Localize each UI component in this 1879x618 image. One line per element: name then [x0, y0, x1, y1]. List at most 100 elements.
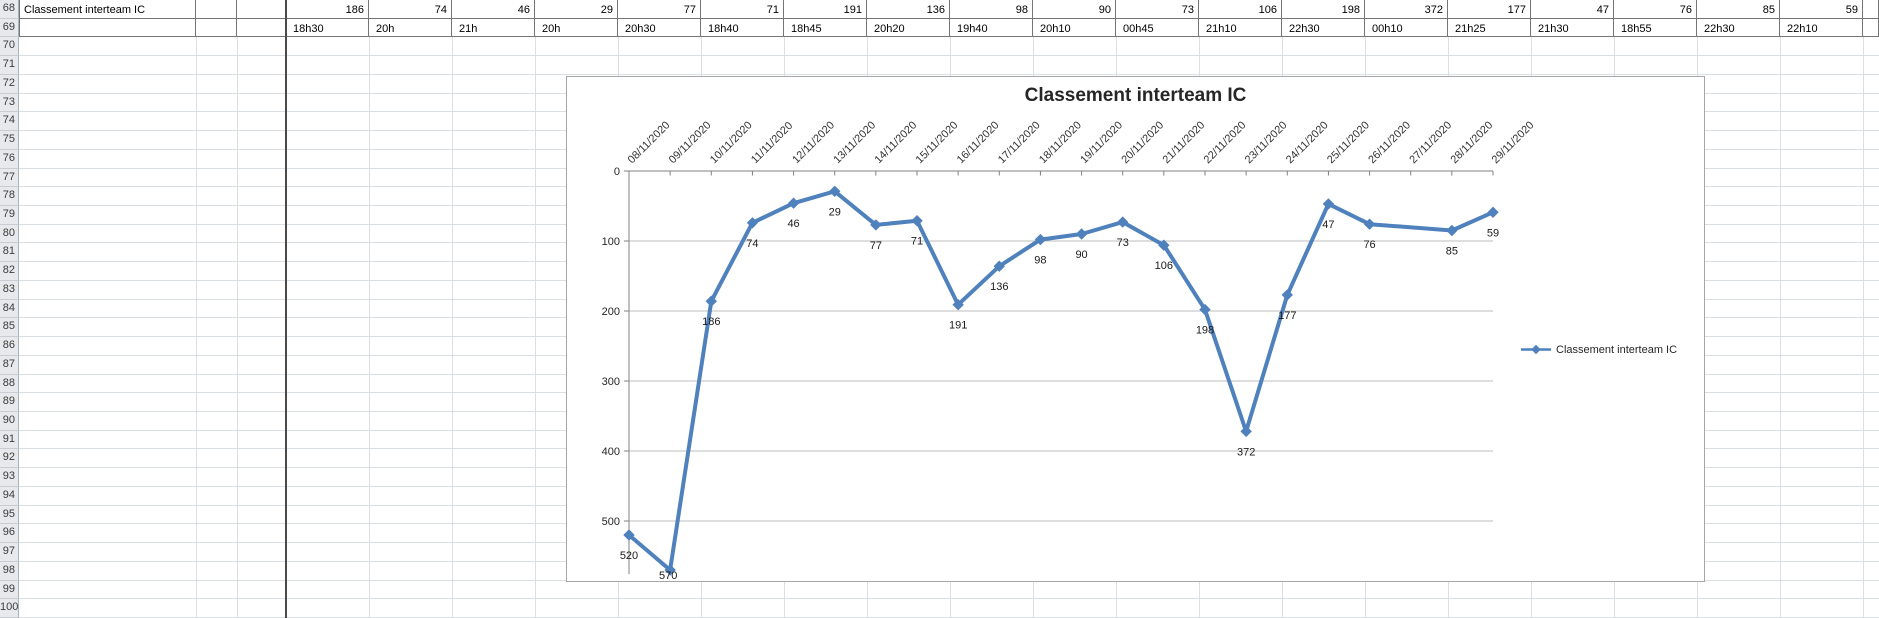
- sheet-cell[interactable]: 77: [618, 0, 701, 19]
- row-header-96[interactable]: 96: [0, 524, 19, 544]
- gridline: [1863, 0, 1864, 618]
- sheet-cell[interactable]: 136: [867, 0, 950, 19]
- sheet-cell[interactable]: 22h10: [1780, 18, 1863, 38]
- sheet-cell[interactable]: 177: [1448, 0, 1531, 19]
- sheet-cell[interactable]: [237, 0, 286, 19]
- row-header-92[interactable]: 92: [0, 449, 19, 469]
- sheet-cell[interactable]: [196, 18, 237, 38]
- chart-object[interactable]: Classement interteam IC 0 100 200 300 400 500…: [566, 76, 1705, 582]
- sheet-cell[interactable]: 29: [535, 0, 618, 19]
- row-header-84[interactable]: 84: [0, 299, 19, 319]
- x-tick-label: 12/11/2020: [790, 119, 837, 166]
- sheet-cell[interactable]: 191: [784, 0, 867, 19]
- sheet-cell[interactable]: 46: [452, 0, 535, 19]
- sheet-cell[interactable]: 19h40: [950, 18, 1033, 38]
- sheet-cell[interactable]: 20h30: [618, 18, 701, 38]
- sheet-cell[interactable]: [19, 18, 196, 38]
- row-header-83[interactable]: 83: [0, 280, 19, 300]
- row-header-78[interactable]: 78: [0, 187, 19, 206]
- sheet-cell[interactable]: 90: [1033, 0, 1116, 19]
- diamond-marker: [829, 185, 841, 198]
- sheet-cell[interactable]: 21h30: [1531, 18, 1614, 38]
- row-header-82[interactable]: 82: [0, 262, 19, 281]
- row-header-93[interactable]: 93: [0, 468, 19, 487]
- row-header-88[interactable]: 88: [0, 374, 19, 394]
- y-tick-label: 400: [602, 446, 620, 458]
- row-header-70[interactable]: 70: [0, 37, 19, 57]
- diamond-marker: [1117, 216, 1129, 228]
- x-tick-label: 19/11/2020: [1078, 119, 1125, 166]
- sheet-cell[interactable]: 372: [1365, 0, 1448, 19]
- sheet-cell[interactable]: 18h55: [1614, 18, 1697, 38]
- sheet-cell[interactable]: 85: [1697, 0, 1780, 19]
- diamond-marker: [911, 214, 923, 227]
- row-header-89[interactable]: 89: [0, 393, 19, 412]
- sheet-cell[interactable]: 198: [1282, 0, 1365, 19]
- gridline: [535, 0, 536, 618]
- row-header-87[interactable]: 87: [0, 355, 19, 375]
- sheet-cell[interactable]: 20h20: [867, 18, 950, 38]
- gridline: [19, 73, 1879, 75]
- sheet-cell[interactable]: 47: [1531, 0, 1614, 19]
- row-header-80[interactable]: 80: [0, 224, 19, 244]
- row-header-91[interactable]: 91: [0, 430, 19, 450]
- sheet-cell[interactable]: 20h10: [1033, 18, 1116, 38]
- row-header-98[interactable]: 98: [0, 561, 19, 581]
- sheet-cell[interactable]: [1863, 0, 1879, 19]
- data-label: 191: [949, 320, 967, 332]
- row-header-74[interactable]: 74: [0, 112, 19, 132]
- sheet-cell[interactable]: 59: [1780, 0, 1863, 19]
- data-label: 90: [1075, 249, 1087, 261]
- sheet-cell[interactable]: 21h: [452, 18, 535, 38]
- sheet-cell[interactable]: 98: [950, 0, 1033, 19]
- sheet-cell[interactable]: [196, 0, 237, 19]
- sheet-cell[interactable]: 74: [369, 0, 452, 19]
- gridline: [237, 0, 238, 618]
- sheet-cell[interactable]: 20h: [369, 18, 452, 38]
- x-tick-label: 14/11/2020: [872, 119, 919, 166]
- row-header-85[interactable]: 85: [0, 318, 19, 338]
- row-header-90[interactable]: 90: [0, 411, 19, 431]
- row-header-81[interactable]: 81: [0, 243, 19, 263]
- sheet-cell[interactable]: Classement interteam IC: [19, 0, 196, 19]
- row-header-100[interactable]: 100: [0, 599, 19, 618]
- sheet-cell[interactable]: 00h45: [1116, 18, 1199, 38]
- sheet-cell[interactable]: 22h30: [1282, 18, 1365, 38]
- row-header-86[interactable]: 86: [0, 337, 19, 356]
- row-header-69[interactable]: 69: [0, 18, 19, 38]
- row-header-77[interactable]: 77: [0, 168, 19, 188]
- row-header-95[interactable]: 95: [0, 505, 19, 525]
- row-header-68[interactable]: 68: [0, 0, 19, 19]
- sheet-cell[interactable]: 22h30: [1697, 18, 1780, 38]
- row-header-99[interactable]: 99: [0, 580, 19, 600]
- sheet-cell[interactable]: 18h30: [286, 18, 369, 38]
- sheet-cell[interactable]: 21h25: [1448, 18, 1531, 38]
- diamond-marker: [1363, 218, 1376, 230]
- row-header-97[interactable]: 97: [0, 543, 19, 562]
- sheet-cell[interactable]: [1863, 18, 1879, 38]
- sheet-cell[interactable]: 20h: [535, 18, 618, 38]
- row-header-75[interactable]: 75: [0, 131, 19, 150]
- diamond-marker: [623, 529, 635, 541]
- sheet-cell[interactable]: 76: [1614, 0, 1697, 19]
- sheet-cell[interactable]: 00h10: [1365, 18, 1448, 38]
- row-header-73[interactable]: 73: [0, 93, 19, 113]
- row-header-76[interactable]: 76: [0, 149, 19, 169]
- sheet-cell[interactable]: 18h45: [784, 18, 867, 38]
- sheet-cell[interactable]: 21h10: [1199, 18, 1282, 38]
- row-header-94[interactable]: 94: [0, 486, 19, 506]
- sheet-cell[interactable]: 73: [1116, 0, 1199, 19]
- sheet-cell[interactable]: 71: [701, 0, 784, 19]
- row-header-72[interactable]: 72: [0, 74, 19, 94]
- x-tick-label: 08/11/2020: [626, 119, 673, 166]
- sheet-cell[interactable]: 106: [1199, 0, 1282, 19]
- sheet-cell[interactable]: 186: [286, 0, 369, 19]
- frozen-pane-divider[interactable]: [285, 0, 287, 618]
- row-header-79[interactable]: 79: [0, 205, 19, 225]
- row-header-71[interactable]: 71: [0, 56, 19, 75]
- x-tick-label: 28/11/2020: [1448, 119, 1495, 166]
- gridline: [1780, 0, 1781, 618]
- sheet-cell[interactable]: 18h40: [701, 18, 784, 38]
- diamond-marker: [746, 217, 759, 229]
- sheet-cell[interactable]: [237, 18, 286, 38]
